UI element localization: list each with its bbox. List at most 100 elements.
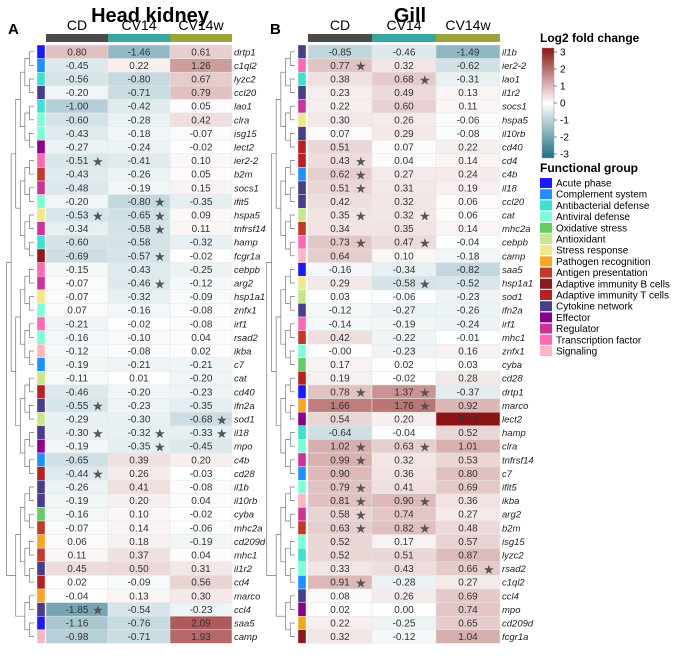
cell-value: -0.82 bbox=[457, 265, 480, 276]
cell-value: -0.45 bbox=[66, 61, 89, 72]
cell-value: -0.27 bbox=[66, 143, 89, 154]
cell-value: 0.43 bbox=[394, 564, 414, 575]
cell-value: 0.87 bbox=[458, 551, 478, 562]
cell-value: 0.14 bbox=[129, 523, 149, 534]
group-color-cell bbox=[36, 520, 46, 535]
group-color-cell bbox=[36, 153, 46, 168]
cell-value: 0.30 bbox=[330, 115, 350, 126]
gene-label: ifit5 bbox=[502, 483, 518, 494]
group-color-cell bbox=[36, 357, 46, 372]
cell-value: 0.10 bbox=[129, 510, 149, 521]
cell-value: 0.61 bbox=[191, 47, 211, 58]
group-color-cell bbox=[297, 575, 307, 590]
gene-label: mhc2a bbox=[234, 523, 263, 534]
dendrogram-branch bbox=[271, 153, 277, 372]
significance-star: ★ bbox=[419, 236, 431, 251]
cell-value: 0.41 bbox=[129, 483, 149, 494]
gene-label: lect2 bbox=[234, 143, 255, 154]
gene-label: tnfrsf14 bbox=[234, 224, 266, 235]
group-legend-swatch bbox=[540, 301, 552, 312]
gene-label: cd40 bbox=[502, 143, 523, 154]
cell-value: -0.29 bbox=[66, 415, 89, 426]
gene-label: c1ql2 bbox=[234, 61, 257, 72]
group-color-cell bbox=[36, 602, 46, 617]
cell-value: 1.66 bbox=[330, 401, 350, 412]
dendrogram-branch bbox=[24, 58, 30, 87]
cell-value: -0.98 bbox=[66, 632, 89, 643]
cell-value: -1.46 bbox=[128, 47, 151, 58]
group-color-cell bbox=[297, 520, 307, 535]
dendrogram-branch bbox=[289, 622, 295, 637]
cell-value: -0.34 bbox=[66, 224, 89, 235]
group-color-cell bbox=[297, 507, 307, 522]
group-legend-label: Antiviral defense bbox=[556, 212, 630, 223]
dendrogram-branch bbox=[285, 330, 291, 359]
cell-value: 0.33 bbox=[330, 564, 350, 575]
cell-value: -0.62 bbox=[457, 61, 480, 72]
cell-value: -0.44 bbox=[66, 469, 89, 480]
gene-label: saa5 bbox=[502, 265, 523, 276]
cell-value: 0.52 bbox=[330, 551, 350, 562]
cell-value: -0.18 bbox=[128, 129, 151, 140]
dendrogram-branch bbox=[24, 112, 30, 141]
significance-star: ★ bbox=[355, 168, 367, 183]
cell-value: -0.52 bbox=[457, 279, 480, 290]
cell-value: 0.17 bbox=[330, 360, 350, 371]
cell-value: -1.00 bbox=[66, 102, 89, 113]
cell-value: 0.09 bbox=[191, 211, 211, 222]
dendrogram-branch bbox=[289, 269, 295, 284]
cell-value: -0.21 bbox=[190, 360, 213, 371]
cell-value: -0.07 bbox=[66, 292, 89, 303]
cell-value: 1.93 bbox=[191, 632, 211, 643]
cell-value: 0.26 bbox=[394, 591, 414, 602]
dendrogram-branch bbox=[289, 323, 295, 338]
cell-value: 1.76 bbox=[394, 401, 414, 412]
colorbar-legend: Log2 fold change 3 2 1 0 -1 -2 -3 bbox=[540, 31, 640, 161]
gene-label: c7 bbox=[502, 469, 513, 480]
cell-value: -0.64 bbox=[329, 428, 352, 439]
cell-value: -0.20 bbox=[66, 197, 89, 208]
gene-label: sod1 bbox=[234, 415, 255, 426]
dendrogram-branch bbox=[19, 71, 25, 127]
colorbar-tick-label: -2 bbox=[560, 133, 569, 144]
cell-value: -0.35 bbox=[190, 401, 213, 412]
gene-label: il1b bbox=[234, 483, 249, 494]
group-color-cell bbox=[36, 289, 46, 304]
gene-label: c7 bbox=[234, 360, 245, 371]
cell-value: -0.11 bbox=[66, 374, 88, 385]
row-dendrogram bbox=[266, 51, 295, 637]
gene-label: il18 bbox=[502, 183, 518, 194]
cell-value: -0.43 bbox=[128, 265, 151, 276]
gene-label: cyba bbox=[234, 510, 254, 521]
dendrogram-branch bbox=[29, 377, 34, 393]
gene-label: cyba bbox=[502, 360, 522, 371]
significance-star: ★ bbox=[355, 154, 367, 169]
dendrogram-branch bbox=[29, 133, 34, 148]
significance-star: ★ bbox=[355, 453, 367, 468]
dendrogram-branch bbox=[29, 568, 34, 583]
cell-value: -0.42 bbox=[128, 102, 151, 113]
dendrogram-branch bbox=[289, 241, 295, 257]
cell-value: 0.35 bbox=[394, 224, 414, 235]
dendrogram-branch bbox=[280, 71, 286, 127]
group-color-cell bbox=[36, 466, 46, 481]
dendrogram-branch bbox=[289, 51, 295, 66]
group-color-cell bbox=[36, 398, 46, 413]
dendrogram-branch bbox=[285, 221, 291, 250]
group-legend-swatch bbox=[540, 278, 552, 289]
group-color-cell bbox=[36, 616, 46, 631]
cell-value: 0.50 bbox=[129, 564, 149, 575]
significance-star: ★ bbox=[355, 385, 367, 400]
dendrogram-branch bbox=[29, 323, 34, 338]
group-legend-label: Effector bbox=[556, 313, 591, 324]
gene-label: ifn2a bbox=[502, 306, 523, 317]
cell-value: -0.19 bbox=[190, 537, 213, 548]
cell-value: -0.16 bbox=[128, 306, 151, 317]
gene-label: mhc1 bbox=[502, 333, 525, 344]
cell-value: 0.02 bbox=[67, 578, 87, 589]
cell-value: 0.39 bbox=[129, 455, 149, 466]
significance-star: ★ bbox=[419, 385, 431, 400]
group-color-cell bbox=[297, 221, 307, 236]
cell-value: 0.48 bbox=[458, 523, 478, 534]
